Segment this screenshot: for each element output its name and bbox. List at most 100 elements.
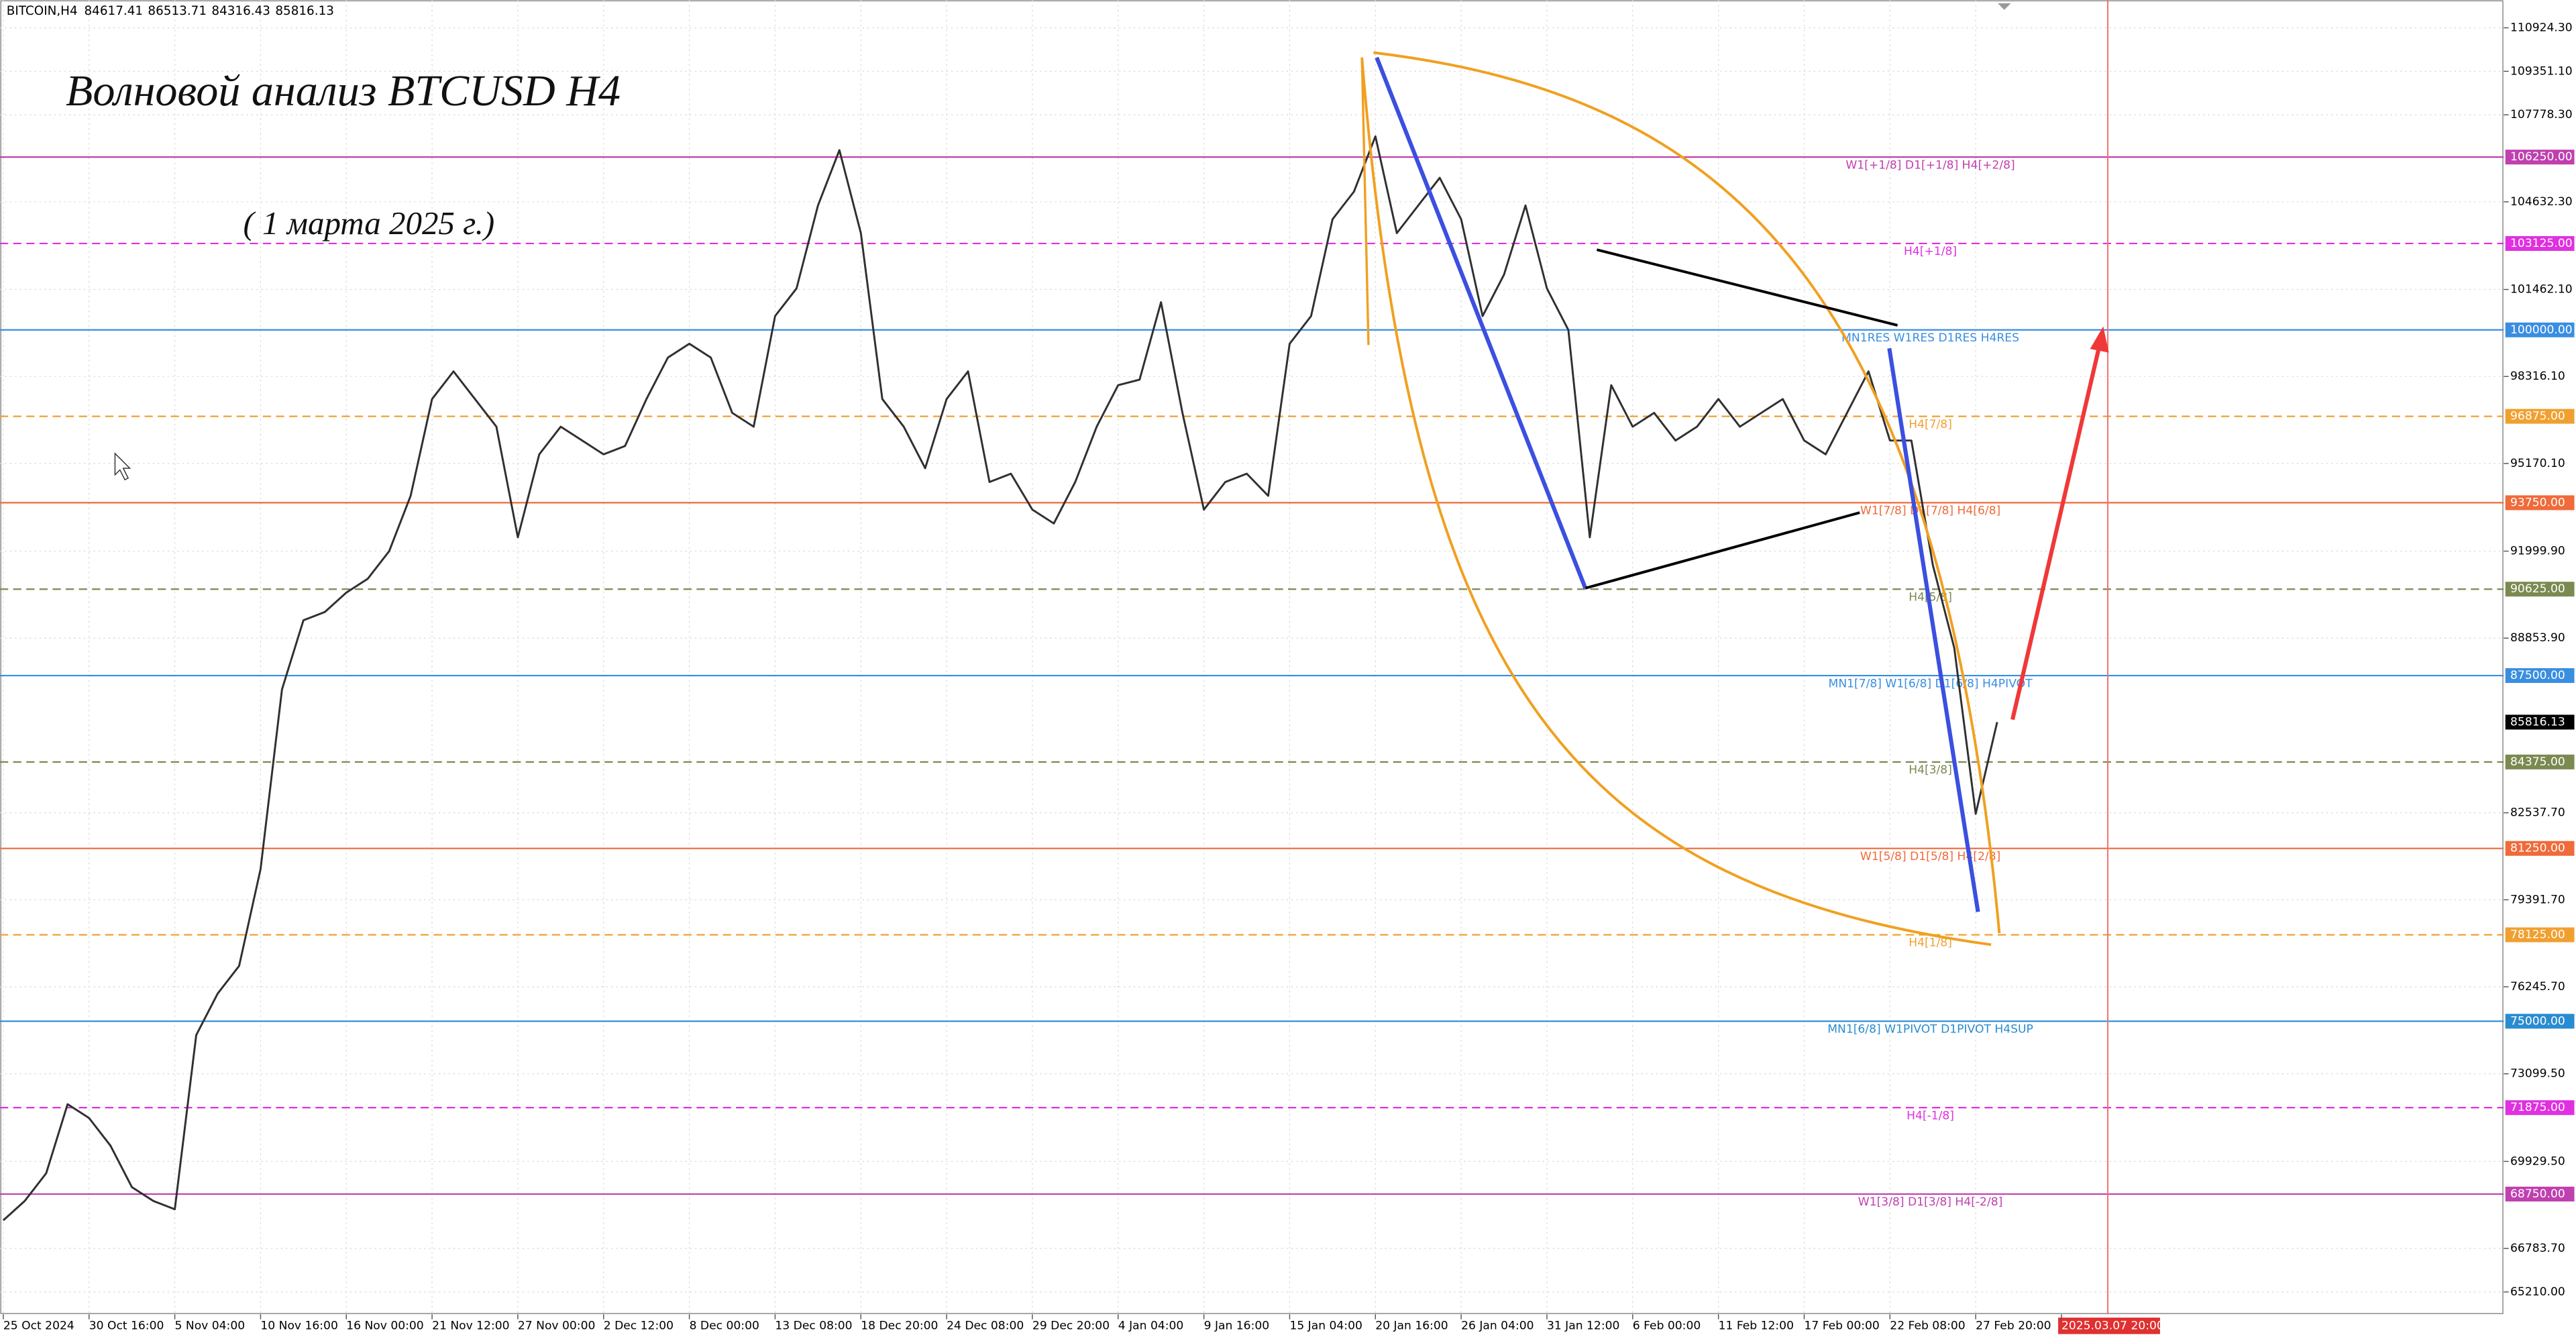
x-tick-label: 21 Nov 12:00: [432, 1319, 509, 1332]
price-badge: [2505, 1100, 2575, 1116]
grid-layer: [0, 0, 2504, 1315]
x-tick-label: 6 Feb 00:00: [1633, 1319, 1701, 1332]
x-tick-label: 27 Feb 20:00: [1976, 1319, 2051, 1332]
price-badge-label: 78125.00: [2510, 928, 2565, 941]
y-tick-label: 79391.70: [2510, 893, 2565, 906]
levels-layer: W1[+1/8] D1[+1/8] H4[+2/8] H4[+1/8] MN1RES…: [0, 156, 2504, 1209]
x-tick-label: 9 Jan 16:00: [1204, 1319, 1270, 1332]
shift-marker: [1997, 3, 2011, 10]
price-badge-label: 68750.00: [2510, 1187, 2565, 1201]
plot-frame: [0, 0, 2504, 1314]
price-badge-label: 71875.00: [2510, 1101, 2565, 1114]
x-tick-label: 29 Dec 20:00: [1032, 1319, 1110, 1332]
x-tick-label: 4 Jan 04:00: [1118, 1319, 1184, 1332]
level-label: MN1RES W1RES D1RES H4RES: [1841, 331, 2019, 345]
y-tick-label: 109351.10: [2510, 64, 2573, 78]
wave-line: [1375, 56, 1588, 589]
x-label-highlight: [2058, 1318, 2160, 1334]
price-badge-label: 84375.00: [2510, 755, 2565, 769]
y-tick-label: 95170.10: [2510, 457, 2565, 470]
price-badge: [2505, 668, 2575, 684]
price-layer: [2, 135, 1998, 1222]
y-tick-label: 88853.90: [2510, 631, 2565, 645]
price-badge: [2505, 841, 2575, 856]
price-badge-label: 93750.00: [2510, 496, 2565, 509]
price-badge: [2505, 582, 2575, 597]
price-badge-label: 103125.00: [2510, 237, 2573, 250]
price-badge-label: 96875.00: [2510, 410, 2565, 423]
price-badge: [2505, 235, 2575, 251]
axes-layer: 110924.30 109351.10 107778.30 104632.30 1014…: [3, 21, 2575, 1334]
cursor: [114, 452, 131, 481]
price-badge: [2505, 1014, 2575, 1029]
price-badge: [2505, 495, 2575, 511]
y-tick-label: 98316.10: [2510, 370, 2565, 383]
ohlc-low: 84316.43: [211, 4, 270, 18]
y-tick-label: 101462.10: [2510, 283, 2573, 297]
x-tick-label: 20 Jan 16:00: [1375, 1319, 1448, 1332]
ohlc-close: 85816.13: [275, 4, 334, 18]
arc-edge: [1360, 57, 1370, 345]
y-tick-label: 104632.30: [2510, 195, 2573, 209]
price-badge-label: 75000.00: [2510, 1014, 2565, 1028]
y-tick-label: 73099.50: [2510, 1067, 2565, 1081]
y-tick-label: 66783.70: [2510, 1242, 2565, 1255]
x-tick-label: 10 Nov 16:00: [260, 1319, 337, 1332]
price-badge: [2505, 409, 2575, 424]
y-tick-label: 107778.30: [2510, 108, 2573, 121]
chart-title: Волновой анализ BTCUSD H4: [66, 66, 621, 115]
x-tick-label: 30 Oct 16:00: [89, 1319, 164, 1332]
y-tick-label: 65210.00: [2510, 1285, 2565, 1299]
level-label: H4[7/8]: [1909, 418, 1952, 431]
x-tick-label: 5 Nov 04:00: [175, 1319, 246, 1332]
level-label: H4[-1/8]: [1907, 1109, 1954, 1122]
x-tick-label: 15 Jan 04:00: [1289, 1319, 1362, 1332]
x-tick-label: 18 Dec 20:00: [861, 1319, 938, 1332]
ohlc-high: 86513.71: [148, 4, 207, 18]
price-badge: [2505, 927, 2575, 943]
x-tick-label: 11 Feb 12:00: [1719, 1319, 1794, 1332]
price-badge-label: 106250.00: [2510, 150, 2573, 164]
level-label: H4[1/8]: [1909, 936, 1952, 950]
level-label: W1[+1/8] D1[+1/8] H4[+2/8]: [1845, 158, 2015, 172]
triangle-line: [1585, 511, 1860, 590]
level-label: MN1[6/8] W1PIVOT D1PIVOT H4SUP: [1827, 1023, 2033, 1036]
y-tick-label: 91999.90: [2510, 545, 2565, 558]
arc-lower: [1360, 57, 1992, 947]
x-tick-label: 16 Nov 00:00: [346, 1319, 423, 1332]
price-line: [2, 135, 1998, 1222]
arrow-head: [2090, 326, 2109, 353]
price-badge: [2505, 322, 2575, 337]
y-tick-label: 110924.30: [2510, 21, 2573, 34]
x-tick-label: 25 Oct 2024: [3, 1319, 74, 1332]
drawings: [114, 0, 2109, 1315]
x-tick-label: 24 Dec 08:00: [947, 1319, 1024, 1332]
x-tick-label: 17 Feb 00:00: [1804, 1319, 1879, 1332]
wave-line: [1887, 347, 1980, 912]
symbol: BITCOIN,H4: [7, 4, 78, 18]
x-tick-label: 22 Feb 08:00: [1890, 1319, 1965, 1332]
triangle-line: [1596, 248, 1898, 327]
x-tick-label: 27 Nov 00:00: [518, 1319, 595, 1332]
arc-upper: [1373, 51, 2001, 934]
last-price-label: 85816.13: [2510, 715, 2565, 729]
x-tick-label: 2 Dec 12:00: [604, 1319, 674, 1332]
level-label: W1[3/8] D1[3/8] H4[-2/8]: [1858, 1195, 2003, 1209]
x-tick-label: 31 Jan 12:00: [1547, 1319, 1619, 1332]
chart-header: BITCOIN,H4 84617.41 86513.71 84316.43 85816.…: [7, 4, 334, 18]
chart-subtitle: ( 1 марта 2025 г.): [243, 205, 494, 242]
price-badge: [2505, 150, 2575, 165]
y-tick-label: 69929.50: [2510, 1155, 2565, 1168]
forecast-arrow: [2010, 344, 2102, 720]
level-label: W1[5/8] D1[5/8] H4[2/8]: [1860, 850, 2000, 863]
price-badge-label: 81250.00: [2510, 842, 2565, 855]
price-badge: [2505, 1186, 2575, 1201]
level-label: MN1[7/8] W1[6/8] D1[6/8] H4PIVOT: [1829, 677, 2033, 690]
level-label: W1[7/8] D1[7/8] H4[6/8]: [1860, 504, 2000, 518]
x-tick-label: 26 Jan 04:00: [1461, 1319, 1534, 1332]
price-badge-label: 90625.00: [2510, 582, 2565, 596]
price-badge-label: 100000.00: [2510, 323, 2573, 337]
